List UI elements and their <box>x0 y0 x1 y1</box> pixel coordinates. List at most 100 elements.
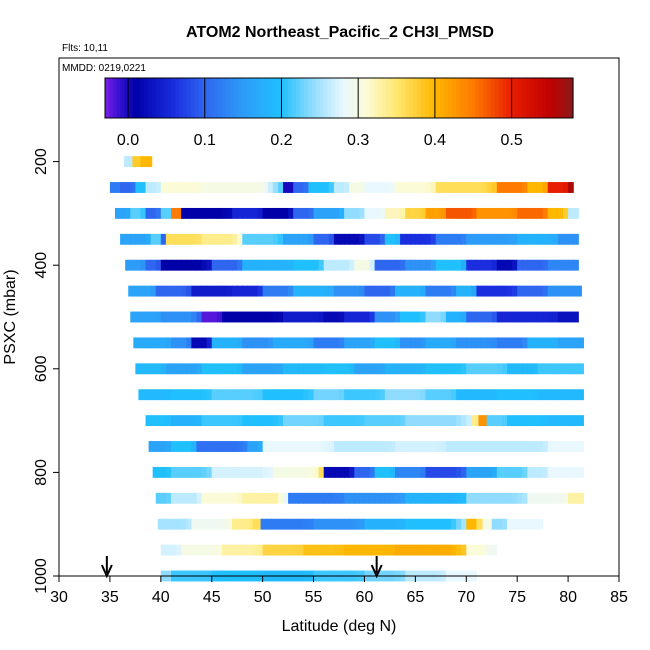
heatmap-cell <box>138 337 145 349</box>
heatmap-cell <box>120 182 126 193</box>
heatmap-cell <box>145 207 152 219</box>
heatmap-cell <box>277 207 284 219</box>
heatmap-cell <box>135 207 142 219</box>
heatmap-cell <box>267 337 274 349</box>
colorbar-tick-label: 0.4 <box>424 132 446 149</box>
heatmap-cell <box>318 337 325 349</box>
heatmap-cell <box>496 285 503 297</box>
heatmap-cell <box>155 233 162 245</box>
heatmap-cell <box>145 363 152 375</box>
heatmap-cell <box>308 389 315 401</box>
heatmap-cell <box>532 389 539 401</box>
heatmap-cell <box>410 259 416 271</box>
heatmap-cell <box>308 311 315 323</box>
heatmap-cell <box>415 544 422 556</box>
heatmap-cell <box>216 389 223 401</box>
heatmap-cell <box>267 259 274 271</box>
heatmap-cell <box>512 285 518 297</box>
heatmap-cell <box>298 441 304 452</box>
heatmap-cell <box>323 518 330 530</box>
heatmap-cell <box>491 233 498 245</box>
heatmap-cell <box>303 389 310 401</box>
heatmap-cell <box>140 182 147 193</box>
colorbar-cell <box>284 78 289 118</box>
colorbar-cell <box>214 78 219 118</box>
heatmap-cell <box>186 259 192 271</box>
heatmap-cell <box>359 182 366 193</box>
heatmap-cell <box>221 207 228 219</box>
heatmap-cell <box>374 233 381 245</box>
heatmap-cell <box>308 415 315 427</box>
heatmap-cell <box>281 518 288 530</box>
heatmap-cell <box>176 415 182 427</box>
heatmap-cell <box>227 337 233 349</box>
heatmap-cell <box>298 259 304 271</box>
heatmap-cell <box>384 441 391 452</box>
heatmap-cell <box>257 466 264 478</box>
heatmap-cell <box>262 544 269 556</box>
heatmap-cell <box>461 233 467 245</box>
heatmap-cell <box>445 207 452 219</box>
heatmap-cell <box>481 259 488 271</box>
heatmap-cell <box>445 233 452 245</box>
heatmap-cell <box>252 441 259 452</box>
heatmap-cell <box>547 311 554 323</box>
colorbar-cell <box>452 78 457 118</box>
heatmap-cell <box>354 182 360 193</box>
heatmap-cell <box>211 311 218 323</box>
heatmap-cell <box>257 311 264 323</box>
heatmap-cell <box>227 182 233 193</box>
heatmap-cell <box>232 363 238 375</box>
heatmap-cell <box>150 233 157 245</box>
heatmap-cell <box>191 259 198 271</box>
heatmap-cell <box>374 518 381 530</box>
x-tick-label: 75 <box>508 589 526 606</box>
heatmap-cell <box>186 363 192 375</box>
heatmap-cell <box>481 337 488 349</box>
heatmap-cell <box>512 311 518 323</box>
heatmap-cell <box>430 441 437 452</box>
heatmap-cell <box>537 311 544 323</box>
heatmap-cell <box>125 207 131 219</box>
heatmap-cell <box>542 259 549 271</box>
heatmap-cell <box>154 389 161 401</box>
heatmap-cell <box>283 259 289 271</box>
heatmap-cell <box>384 259 391 271</box>
heatmap-cell <box>410 518 416 530</box>
heatmap-cell <box>415 182 422 193</box>
heatmap-cell <box>247 285 254 297</box>
heatmap-cell <box>568 207 574 219</box>
heatmap-cell <box>395 363 401 375</box>
heatmap-cell <box>298 311 304 323</box>
heatmap-cell <box>400 415 406 427</box>
heatmap-cell <box>461 544 467 556</box>
heatmap-cell <box>272 363 279 375</box>
heatmap-cell <box>440 415 447 427</box>
heatmap-cell <box>425 415 432 427</box>
heatmap-cell <box>400 311 406 323</box>
colorbar-cell <box>440 78 445 118</box>
heatmap-cell <box>400 544 406 556</box>
heatmap-cell <box>165 337 172 349</box>
heatmap-cell <box>257 259 264 271</box>
heatmap-cell <box>221 518 228 530</box>
heatmap-cell <box>522 389 528 401</box>
heatmap-cell <box>252 466 259 478</box>
heatmap-cell <box>333 285 340 297</box>
heatmap-cell <box>532 285 539 297</box>
heatmap-cell <box>133 285 140 297</box>
colorbar-cell <box>264 78 270 118</box>
heatmap-cell <box>491 518 498 530</box>
heatmap-cell <box>466 415 472 427</box>
heatmap-cell <box>476 492 483 504</box>
heatmap-cell <box>181 311 187 323</box>
heatmap-cell <box>349 518 355 530</box>
heatmap-cell <box>221 492 228 504</box>
heatmap-cell <box>425 389 432 401</box>
heatmap-cell <box>532 337 539 349</box>
heatmap-cell <box>451 259 457 271</box>
heatmap-cell <box>191 285 198 297</box>
heatmap-cell <box>277 363 284 375</box>
heatmap-cell <box>206 207 213 219</box>
heatmap-cell <box>232 233 238 245</box>
